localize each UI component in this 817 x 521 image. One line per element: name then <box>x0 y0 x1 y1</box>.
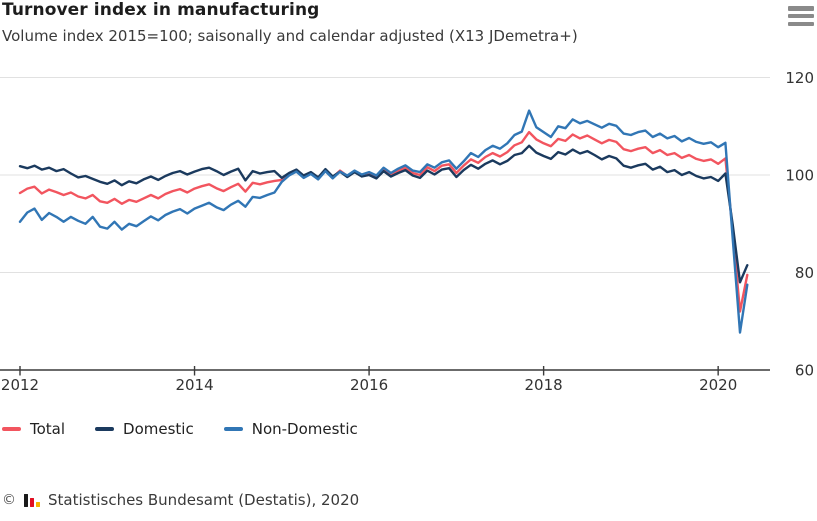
total-line-swatch <box>2 427 21 431</box>
legend-label: Total <box>30 420 66 438</box>
logo-bar <box>36 501 40 507</box>
x-tick-label: 2016 <box>350 376 388 394</box>
source-attribution: © Statistisches Bundesamt (Destatis), 20… <box>2 491 359 509</box>
legend-item-domestic[interactable]: Domestic <box>95 420 194 438</box>
logo-bar <box>24 493 28 507</box>
chart-legend: Total Domestic Non-Domestic <box>2 420 358 438</box>
series-line-non-domestic <box>18 109 749 334</box>
logo-bar <box>30 497 34 507</box>
destatis-bar-chart-icon <box>24 493 40 507</box>
hamburger-menu-icon[interactable] <box>788 6 814 26</box>
legend-label: Domestic <box>123 420 194 438</box>
legend-item-non-domestic[interactable]: Non-Domestic <box>223 420 358 438</box>
hamburger-bar <box>788 6 814 11</box>
domestic-line-swatch <box>95 427 115 431</box>
page-subtitle: Volume index 2015=100; saisonally and ca… <box>2 27 578 45</box>
copyright-symbol: © <box>2 492 16 508</box>
y-tick-label: 120 <box>785 69 814 87</box>
x-tick-label: 2012 <box>1 376 39 394</box>
series-line-total <box>18 130 749 313</box>
non-domestic-line-swatch <box>223 427 243 431</box>
legend-item-total[interactable]: Total <box>2 420 65 438</box>
page-title: Turnover index in manufacturing <box>2 0 320 20</box>
line-chart: 120 100 80 60 2012 2014 2016 2018 2020 <box>0 55 817 400</box>
x-tick-label: 2018 <box>525 376 563 394</box>
legend-label: Non-Domestic <box>251 420 358 438</box>
y-tick-label: 60 <box>795 362 814 380</box>
y-tick-label: 80 <box>795 264 814 282</box>
hamburger-bar <box>788 13 814 19</box>
hamburger-bar <box>788 21 814 26</box>
chart-canvas: 120 100 80 60 2012 2014 2016 2018 2020 <box>0 69 814 394</box>
source-text: Statistisches Bundesamt (Destatis), 2020 <box>48 491 360 509</box>
series-line-domestic <box>18 144 749 284</box>
x-tick-label: 2020 <box>699 376 737 394</box>
y-tick-label: 100 <box>785 167 814 185</box>
x-tick-label: 2014 <box>175 376 213 394</box>
